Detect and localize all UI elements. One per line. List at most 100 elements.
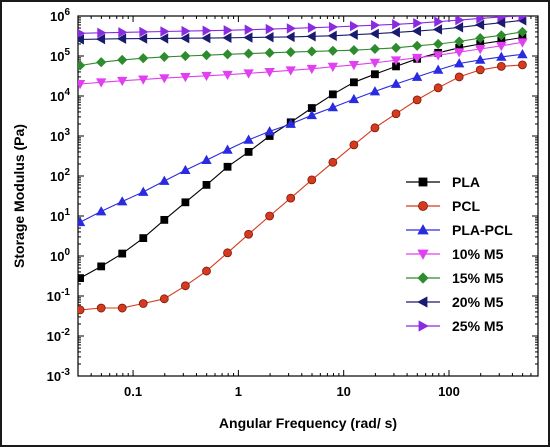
data-point [475, 54, 486, 64]
data-point [411, 25, 422, 37]
data-point [78, 29, 86, 38]
legend-item: PCL [406, 198, 480, 214]
data-point [201, 32, 211, 44]
data-point [180, 281, 190, 291]
series-10-m5 [78, 38, 528, 90]
data-point [328, 21, 339, 33]
data-point [286, 23, 297, 34]
y-tick-label: 104 [50, 87, 70, 104]
data-point [117, 196, 128, 206]
data-point [243, 32, 253, 43]
legend: PLA PCL PLA-PCL 10% M5 15% M5 20% M5 25% M5 [406, 174, 513, 334]
data-point [475, 65, 485, 75]
data-point [265, 23, 275, 35]
data-point [222, 49, 233, 60]
data-point [78, 34, 84, 45]
data-point [348, 93, 360, 104]
y-tick-label: 106 [50, 7, 70, 24]
x-axis-title: Angular Frequency (rad/ s) [219, 415, 397, 431]
legend-marker [418, 177, 428, 187]
legend-label: PLA [452, 174, 480, 190]
data-point [327, 102, 339, 112]
data-point [371, 19, 381, 31]
data-point [328, 157, 338, 167]
data-point [390, 78, 402, 88]
data-point [454, 72, 464, 82]
data-point [348, 45, 359, 56]
data-point [307, 175, 317, 185]
data-point [160, 215, 169, 224]
plot-area-frame [77, 15, 539, 377]
legend-label: PLA-PCL [452, 222, 513, 238]
data-point [285, 118, 296, 128]
legend-label: 10% M5 [452, 246, 504, 262]
y-tick-label: 103 [50, 127, 70, 144]
y-tick-label: 10-1 [47, 287, 71, 304]
legend-label: 20% M5 [452, 294, 504, 310]
series-25-m5 [78, 16, 528, 38]
data-point [369, 58, 381, 69]
data-point [202, 180, 211, 189]
data-point [412, 40, 423, 51]
data-point [97, 27, 107, 38]
data-point [222, 32, 232, 43]
data-point [432, 24, 443, 35]
data-point [264, 68, 275, 78]
series-pcl [78, 60, 527, 315]
data-point [95, 206, 107, 216]
data-point [159, 294, 169, 304]
data-point [243, 134, 254, 144]
data-point [201, 71, 212, 82]
data-point [411, 53, 423, 64]
data-point [285, 66, 296, 76]
data-point [517, 38, 528, 48]
data-point [349, 78, 358, 87]
series-20-m5 [78, 16, 527, 45]
data-point [496, 41, 507, 52]
data-point [432, 51, 444, 61]
legend-item: 20% M5 [406, 294, 504, 310]
series-line [80, 16, 523, 34]
data-point [454, 48, 465, 58]
data-point [180, 73, 191, 83]
data-point [96, 303, 106, 313]
series-line [80, 41, 523, 85]
data-point [453, 22, 464, 33]
data-point [518, 60, 527, 70]
legend-label: PCL [452, 198, 480, 214]
data-point [222, 70, 233, 81]
data-point [327, 30, 337, 41]
y-tick-label: 101 [50, 207, 70, 224]
data-point [496, 61, 506, 71]
data-point [517, 26, 528, 37]
data-point [78, 305, 85, 315]
data-point [78, 274, 84, 283]
data-point [201, 50, 212, 61]
legend-item: 25% M5 [406, 318, 504, 334]
data-point [117, 54, 128, 65]
data-point [348, 60, 360, 71]
data-point [264, 126, 275, 136]
x-tick-label: 0.1 [124, 384, 142, 399]
data-point [285, 47, 296, 58]
data-point [181, 25, 191, 37]
y-axis-title: Storage Modulus (Pa) [11, 124, 27, 268]
data-point [222, 144, 233, 154]
data-point [475, 33, 486, 44]
series-line [80, 19, 523, 40]
legend-marker [417, 249, 429, 260]
series-line [79, 36, 523, 279]
data-point [158, 33, 169, 44]
data-point [306, 64, 317, 75]
data-point [286, 193, 296, 203]
data-point [202, 25, 212, 36]
data-point [476, 16, 486, 24]
data-point [518, 16, 528, 22]
x-tick-label: 1 [235, 384, 242, 399]
data-point [181, 198, 190, 207]
data-point [496, 30, 507, 41]
data-point [433, 38, 444, 50]
data-point [180, 50, 191, 62]
data-point [349, 140, 359, 150]
x-tick-label: 100 [438, 384, 460, 399]
